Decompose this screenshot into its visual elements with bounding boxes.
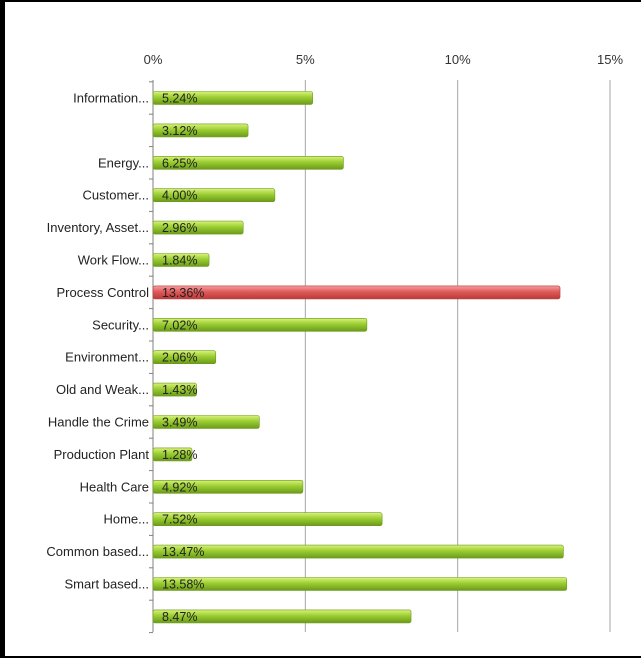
data-label: 4.00% (162, 189, 197, 203)
data-label: 13.36% (162, 286, 204, 300)
category-label: Process Control (57, 285, 150, 300)
data-label: 5.24% (162, 92, 197, 106)
bar (152, 544, 564, 559)
data-label: 8.47% (162, 610, 197, 624)
bar-highlighted (152, 285, 561, 300)
category-label: Production Plant (54, 447, 150, 462)
bar (152, 123, 249, 138)
x-tick-label: 15% (597, 52, 623, 67)
data-label: 6.25% (162, 156, 197, 170)
data-label: 3.12% (162, 124, 197, 138)
data-label: 1.28% (162, 448, 197, 462)
x-tick-label: 10% (445, 52, 471, 67)
x-tick-label: 0% (144, 52, 163, 67)
x-tick-label: 5% (296, 52, 315, 67)
bar (152, 220, 244, 235)
data-label: 1.43% (162, 383, 197, 397)
category-label: Security... (92, 317, 149, 332)
bar (152, 382, 197, 397)
data-label: 7.52% (162, 513, 197, 527)
bar (152, 188, 276, 202)
category-label: Customer... (83, 188, 149, 203)
category-label: Energy... (98, 155, 149, 170)
bar (152, 317, 368, 332)
category-labels: Information... Energy... Customer... Invent… (46, 91, 149, 592)
bar (152, 91, 313, 105)
data-label: 13.58% (162, 578, 204, 592)
bar (152, 609, 412, 624)
category-label: Information... (73, 91, 149, 106)
data-label: 2.96% (162, 221, 197, 235)
data-label: 3.49% (162, 416, 197, 430)
category-label: Handle the Crime (48, 415, 149, 430)
data-label: 1.84% (162, 254, 197, 268)
bars (152, 91, 568, 624)
data-label: 13.47% (162, 545, 204, 559)
bar (152, 350, 217, 365)
category-label: Old and Weak... (56, 382, 149, 397)
category-label: Health Care (80, 479, 149, 494)
x-axis-ticks: 0% 5% 10% 15% (144, 52, 624, 67)
bar (152, 447, 193, 462)
data-labels: 5.24% 3.12% 6.25% 4.00% 2.96% 1.84% 13.36% 7.02… (162, 92, 204, 624)
data-label: 7.02% (162, 318, 197, 332)
bar (152, 156, 344, 170)
category-label: Work Flow... (78, 253, 149, 268)
category-label: Smart based... (64, 577, 149, 592)
data-label: 4.92% (162, 480, 197, 494)
category-label: Common based... (46, 544, 149, 559)
bar (152, 577, 568, 591)
bar-chart: 0% 5% 10% 15% Information... Energy... Custom… (46, 52, 624, 634)
category-label: Inventory, Asset... (47, 220, 149, 235)
category-label: Environment... (65, 350, 149, 365)
category-label: Home... (103, 512, 149, 527)
bar (152, 253, 210, 267)
data-label: 2.06% (162, 351, 197, 365)
bar (152, 415, 260, 429)
bar (152, 479, 304, 494)
bar (152, 512, 383, 527)
